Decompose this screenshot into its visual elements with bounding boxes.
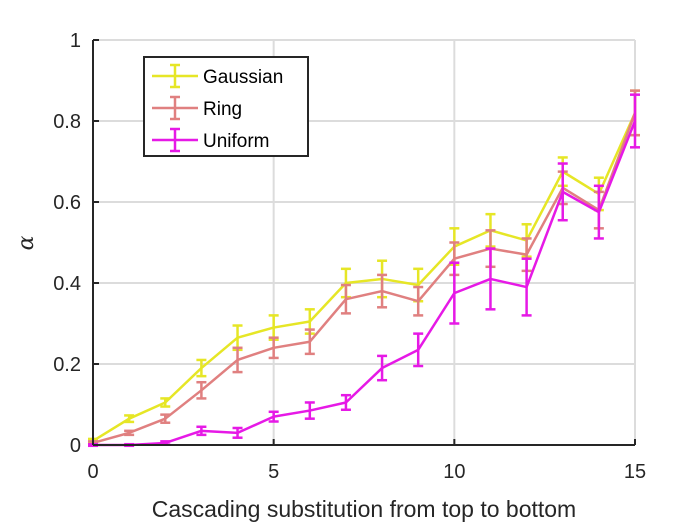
legend-entries: Gaussian Ring Uniform (152, 63, 283, 153)
error-bar (196, 425, 207, 437)
error-bar (630, 93, 640, 149)
error-bar (124, 429, 135, 437)
data-point (634, 120, 636, 122)
error-bar (557, 162, 568, 222)
data-point (309, 341, 311, 343)
axes (92, 39, 636, 446)
y-tick-label: 1 (70, 30, 81, 52)
data-point (417, 300, 419, 302)
data-point (273, 347, 275, 349)
error-bar (377, 273, 388, 309)
x-tick-label: 10 (443, 461, 465, 483)
data-point (273, 327, 275, 329)
x-tick-label: 5 (268, 461, 279, 483)
y-tick-label: 0 (70, 435, 81, 457)
data-point (598, 211, 600, 213)
legend-label: Gaussian (203, 67, 283, 88)
data-point (489, 278, 491, 280)
data-point (309, 320, 311, 322)
data-point (200, 430, 202, 432)
error-bar (521, 257, 532, 317)
data-point (381, 367, 383, 369)
x-tick-label: 15 (624, 461, 646, 483)
data-point (417, 284, 419, 286)
error-bar (268, 336, 279, 360)
data-point (309, 410, 311, 412)
data-point (562, 191, 564, 193)
data-point (381, 290, 383, 292)
error-bar (340, 393, 351, 412)
x-tick-label: 0 (87, 461, 98, 483)
error-bar (413, 285, 424, 317)
data-point (164, 442, 166, 444)
y-tick-label: 0.6 (53, 192, 81, 214)
data-point (200, 367, 202, 369)
error-bar (160, 397, 171, 408)
error-bar (160, 413, 171, 424)
data-point (345, 401, 347, 403)
legend-entry-gaussian: Gaussian (152, 63, 283, 89)
error-bar (485, 247, 496, 311)
error-bar (196, 380, 207, 400)
data-point (417, 349, 419, 351)
data-point (453, 292, 455, 294)
error-bar (232, 426, 243, 439)
legend-entry-uniform: Uniform (152, 127, 270, 153)
error-bar (304, 328, 315, 356)
error-bar (449, 261, 460, 325)
legend-label: Ring (203, 99, 242, 120)
data-point (237, 432, 239, 434)
data-point (128, 432, 130, 434)
data-point (237, 359, 239, 361)
legend-entry-ring: Ring (152, 95, 242, 121)
y-axis-label: α (14, 235, 39, 250)
data-point (526, 254, 528, 256)
error-bar (340, 283, 351, 315)
error-bar (268, 410, 279, 423)
error-bar (124, 414, 135, 424)
legend-label: Uniform (203, 131, 270, 152)
data-point (273, 416, 275, 418)
error-bar (413, 332, 424, 368)
y-tick-label: 0.8 (53, 111, 81, 133)
y-tick-label: 0.4 (53, 273, 81, 295)
data-point (164, 401, 166, 403)
data-point (128, 418, 130, 420)
legend: Gaussian Ring Uniform (143, 56, 309, 157)
error-bar (196, 358, 207, 378)
data-point (526, 286, 528, 288)
x-axis-label: Cascading substitution from top to botto… (152, 496, 576, 522)
data-point (345, 282, 347, 284)
series-line (92, 112, 637, 445)
error-bar (593, 184, 604, 240)
data-point (164, 418, 166, 420)
data-point (453, 258, 455, 260)
error-bar (377, 354, 388, 382)
error-bar (232, 346, 243, 374)
data-point (345, 298, 347, 300)
series-line (92, 112, 637, 443)
tick-labels: 0 5 10 15 0 0.2 0.4 0.6 0.8 1 (53, 30, 646, 483)
error-bar (304, 401, 315, 420)
data-point (237, 337, 239, 339)
y-tick-label: 0.2 (53, 354, 81, 376)
series-line (93, 120, 637, 447)
data-point (200, 389, 202, 391)
